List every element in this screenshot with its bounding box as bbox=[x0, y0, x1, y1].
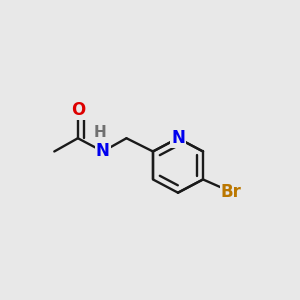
Text: N: N bbox=[171, 129, 185, 147]
Text: N: N bbox=[96, 142, 110, 160]
Text: O: O bbox=[71, 101, 85, 119]
Text: H: H bbox=[94, 125, 106, 140]
Text: Br: Br bbox=[220, 183, 242, 201]
